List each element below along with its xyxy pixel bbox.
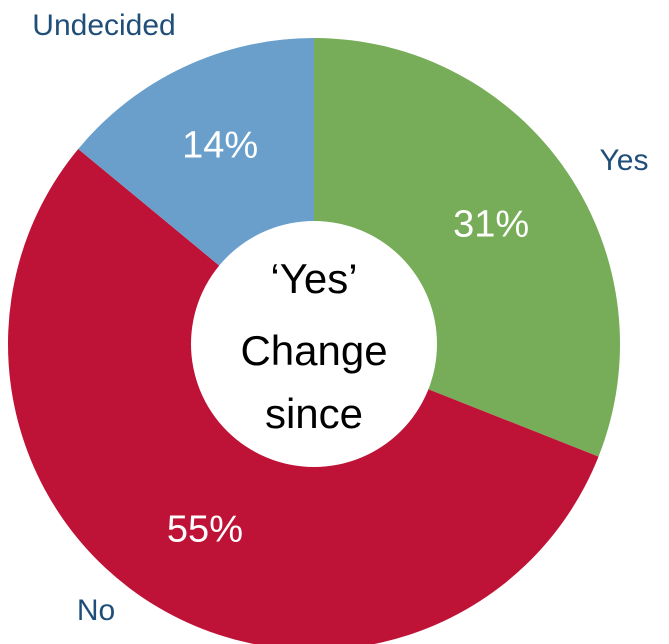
center-text-group: ‘Yes’ Change since [240,255,387,437]
center-text-line-3: since [265,390,363,437]
donut-hole [191,221,437,467]
center-text-line-1: ‘Yes’ [270,255,357,302]
slice-labels: 31% Yes 55% No 14% Undecided [32,9,648,627]
value-label-no: 55% [167,508,243,550]
category-label-yes: Yes [600,144,649,177]
category-label-undecided: Undecided [32,9,175,42]
value-label-yes: 31% [453,204,529,246]
center-text-line-2: Change [240,327,387,374]
category-label-no: No [77,594,115,627]
value-label-undecided: 14% [182,125,258,167]
